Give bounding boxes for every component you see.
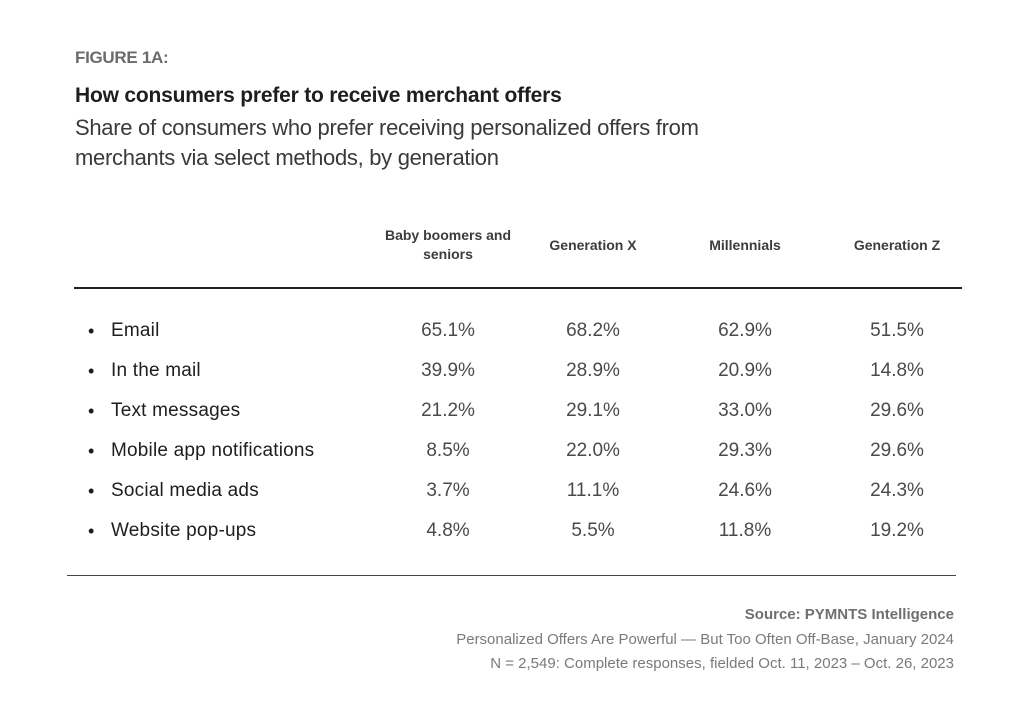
table-row: • Mobile app notifications 8.5% 22.0% 29.3% 2… — [0, 435, 1024, 465]
column-header: Baby boomers and seniors — [384, 227, 512, 262]
bullet-icon: • — [88, 361, 95, 381]
bullet-icon: • — [88, 321, 95, 341]
data-cell: 65.1% — [421, 320, 475, 341]
data-cell: 21.2% — [421, 400, 475, 421]
data-cell: 3.7% — [426, 480, 470, 501]
data-cell: 33.0% — [718, 400, 772, 421]
data-cell: 14.8% — [870, 360, 924, 381]
data-cell: 22.0% — [566, 440, 620, 461]
data-cell: 5.5% — [571, 520, 615, 541]
figure-label: FIGURE 1A: — [75, 48, 169, 67]
data-cell: 28.9% — [566, 360, 620, 381]
data-cell: 62.9% — [718, 320, 772, 341]
bullet-icon: • — [88, 481, 95, 501]
row-label: Text messages — [111, 400, 241, 421]
row-label: Social media ads — [111, 480, 259, 501]
data-cell: 19.2% — [870, 520, 924, 541]
row-label: In the mail — [111, 360, 201, 381]
data-cell: 24.3% — [870, 480, 924, 501]
data-cell: 4.8% — [426, 520, 470, 541]
source-sample: N = 2,549: Complete responses, fielded O… — [490, 655, 954, 672]
data-cell: 11.8% — [718, 520, 772, 541]
data-cell: 29.1% — [566, 400, 620, 421]
data-cell: 51.5% — [870, 320, 924, 341]
source-report: Personalized Offers Are Powerful — But T… — [456, 631, 954, 648]
table-row: • Website pop-ups 4.8% 5.5% 11.8% 19.2% — [0, 515, 1024, 545]
chart-subtitle: Share of consumers who prefer receiving … — [75, 115, 699, 170]
table-row: • Email 65.1% 68.2% 62.9% 51.5% — [0, 315, 1024, 345]
column-header: Generation X — [549, 236, 637, 253]
data-cell: 11.1% — [566, 480, 620, 501]
table-row: • Text messages 21.2% 29.1% 33.0% 29.6% — [0, 395, 1024, 425]
row-label: Email — [111, 320, 160, 341]
data-cell: 20.9% — [718, 360, 772, 381]
header-divider — [74, 287, 962, 289]
data-cell: 29.6% — [870, 400, 924, 421]
data-cell: 29.6% — [870, 440, 924, 461]
data-cell: 8.5% — [426, 440, 470, 461]
column-header: Generation Z — [853, 236, 941, 253]
source-label: Source: PYMNTS Intelligence — [744, 606, 954, 623]
data-cell: 39.9% — [421, 360, 475, 381]
table-row: • Social media ads 3.7% 11.1% 24.6% 24.3% — [0, 475, 1024, 505]
data-cell: 68.2% — [566, 320, 620, 341]
footer-divider — [67, 575, 956, 576]
column-header: Millennials — [709, 236, 781, 253]
table-row: • In the mail 39.9% 28.9% 20.9% 14.8% — [0, 355, 1024, 385]
data-cell: 24.6% — [718, 480, 772, 501]
bullet-icon: • — [88, 521, 95, 541]
data-cell: 29.3% — [718, 440, 772, 461]
chart-title: How consumers prefer to receive merchant… — [75, 84, 562, 107]
row-label: Website pop-ups — [111, 520, 257, 541]
bullet-icon: • — [88, 401, 95, 421]
row-label: Mobile app notifications — [111, 440, 315, 461]
bullet-icon: • — [88, 441, 95, 461]
